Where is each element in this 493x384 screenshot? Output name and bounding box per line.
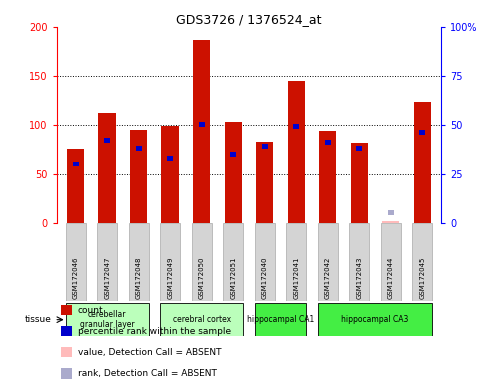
Text: GSM172044: GSM172044 [388,257,394,299]
Bar [167,156,173,161]
Bar [97,223,117,301]
Title: GDS3726 / 1376524_at: GDS3726 / 1376524_at [176,13,322,26]
Text: value, Detection Call = ABSENT: value, Detection Call = ABSENT [78,348,221,357]
Bar [130,130,147,223]
Text: GSM172051: GSM172051 [230,257,236,299]
Bar [381,223,401,301]
Text: count: count [78,306,104,314]
Bar [160,303,243,336]
Bar [388,210,394,215]
Bar [136,146,141,151]
Bar [419,130,425,135]
Text: GSM172047: GSM172047 [104,257,110,299]
Bar [72,162,79,166]
Bar [318,303,432,336]
Text: GSM172049: GSM172049 [167,257,173,299]
Bar [230,152,236,157]
Bar [356,146,362,151]
Text: GSM172040: GSM172040 [262,257,268,299]
Text: tissue: tissue [25,315,52,324]
Bar [162,126,179,223]
Text: hippocampal CA1: hippocampal CA1 [247,315,314,324]
Bar [319,131,336,223]
Text: GSM172048: GSM172048 [136,257,141,299]
Bar [129,223,148,301]
Bar [325,140,331,145]
Bar [382,221,399,223]
Text: hippocampal CA3: hippocampal CA3 [341,315,409,324]
Text: rank, Detection Call = ABSENT: rank, Detection Call = ABSENT [78,369,217,378]
Bar [286,223,306,301]
Bar [193,40,211,223]
Bar [104,138,110,143]
Bar [413,223,432,301]
Text: GSM172046: GSM172046 [72,257,78,299]
Bar [61,347,72,358]
Bar [287,81,305,223]
Bar [350,223,369,301]
Bar [414,102,431,223]
Bar [66,223,86,301]
Text: percentile rank within the sample: percentile rank within the sample [78,327,231,336]
Bar [61,368,72,379]
Bar [224,122,242,223]
Bar [199,122,205,127]
Bar [99,113,116,223]
Bar [293,124,299,129]
Bar [66,303,148,336]
Text: GSM172045: GSM172045 [420,257,425,299]
Bar [67,149,84,223]
Text: GSM172043: GSM172043 [356,257,362,299]
Bar [318,223,338,301]
Text: GSM172050: GSM172050 [199,257,205,299]
Text: cerebral cortex: cerebral cortex [173,315,231,324]
Bar [61,305,72,315]
Text: GSM172042: GSM172042 [325,257,331,299]
Bar [223,223,243,301]
Bar [255,303,306,336]
Bar [160,223,180,301]
Bar [192,223,211,301]
Text: GSM172041: GSM172041 [293,257,299,299]
Bar [351,143,368,223]
Bar [262,144,268,149]
Text: cerebellar
granular layer: cerebellar granular layer [80,310,135,329]
Bar [256,142,274,223]
Bar [61,326,72,336]
Bar [255,223,275,301]
